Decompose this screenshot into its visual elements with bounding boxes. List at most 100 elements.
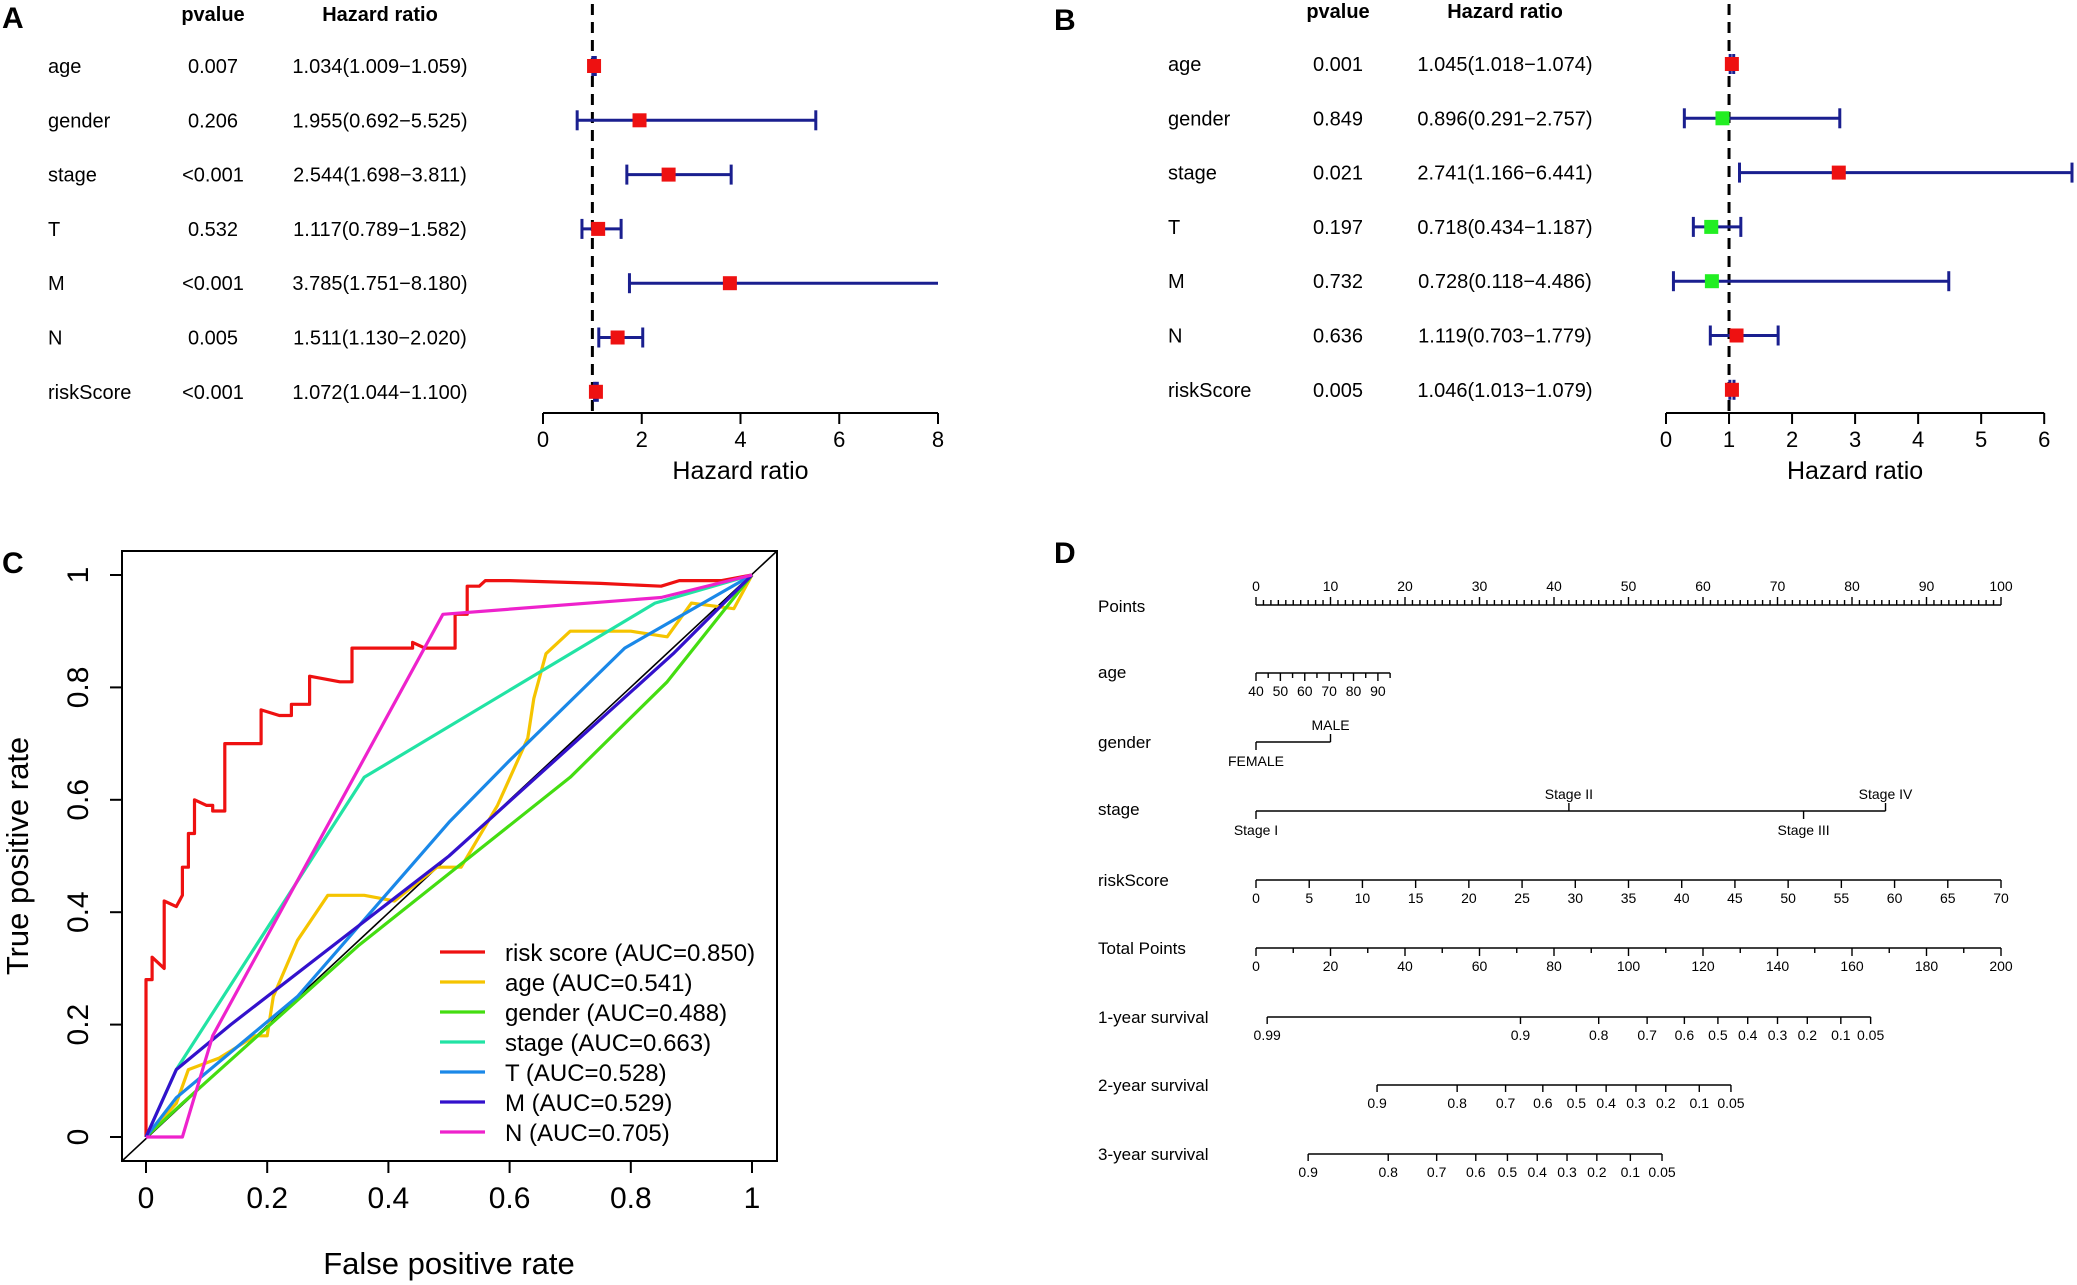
row-label-m: M xyxy=(1168,271,1185,293)
roc-series-6 xyxy=(144,573,754,1138)
nomogram-tick-label-riskscore-10: 10 xyxy=(1355,890,1371,906)
nomogram-tick-label-3-year-survival-5: 0.4 xyxy=(1528,1164,1548,1180)
p-value-age: 0.007 xyxy=(188,56,238,78)
hr-text-age: 1.045(1.018−1.074) xyxy=(1417,54,1592,76)
nomogram-tick-label-3-year-survival-8: 0.1 xyxy=(1621,1164,1641,1180)
nomogram-tick-label-riskscore-50: 50 xyxy=(1780,890,1796,906)
nomogram-tick-label-total-points-140: 140 xyxy=(1766,958,1790,974)
panel-label-c: C xyxy=(2,547,24,580)
roc-x-tick-label-1: 0.2 xyxy=(246,1182,288,1215)
hr-point-t xyxy=(1704,219,1719,234)
x-tick-label-3: 3 xyxy=(1849,427,1861,452)
nomogram-tick-label-3-year-survival-0: 0.9 xyxy=(1298,1164,1318,1180)
nomogram-tick-label-riskscore-55: 55 xyxy=(1834,890,1850,906)
nomogram-label-stage: stage xyxy=(1098,800,1140,819)
p-value-t: 0.532 xyxy=(188,219,238,241)
nomogram-label-gender: gender xyxy=(1098,733,1151,752)
nomogram-tick-label-1-year-survival-7: 0.3 xyxy=(1768,1027,1788,1043)
nomogram-tick-label-2-year-survival-0: 0.9 xyxy=(1367,1095,1387,1111)
nomogram-tick-label-riskscore-30: 30 xyxy=(1567,890,1583,906)
nomogram-level-label-stage-1: Stage II xyxy=(1545,786,1593,802)
roc-y-tick-label-5: 1 xyxy=(62,567,95,584)
nomogram-tick-label-1-year-survival-2: 0.8 xyxy=(1589,1027,1609,1043)
row-label-n: N xyxy=(48,328,62,350)
row-label-t: T xyxy=(1168,217,1180,239)
nomogram-tick-label-2-year-survival-8: 0.1 xyxy=(1690,1095,1710,1111)
nomogram-tick-label-1-year-survival-0: 0.99 xyxy=(1254,1027,1281,1043)
nomogram-label-points: Points xyxy=(1098,597,1145,616)
hr-text-age: 1.034(1.009−1.059) xyxy=(292,56,467,78)
roc-series-3 xyxy=(144,574,754,1139)
hr-point-m xyxy=(1704,274,1719,289)
nomogram-tick-label-riskscore-65: 65 xyxy=(1940,890,1956,906)
nomogram-tick-label-1-year-survival-8: 0.2 xyxy=(1798,1027,1818,1043)
roc-x-axis-title: False positive rate xyxy=(323,1246,575,1281)
p-value-t: 0.197 xyxy=(1313,217,1363,239)
x-tick-label-6: 6 xyxy=(833,427,845,452)
x-tick-label-5: 5 xyxy=(1975,427,1987,452)
p-value-n: 0.005 xyxy=(188,328,238,350)
x-axis-title: Hazard ratio xyxy=(1787,457,1923,485)
nomogram-level-label-stage-2: Stage III xyxy=(1777,822,1829,838)
p-value-stage: 0.021 xyxy=(1313,163,1363,185)
roc-x-tick-label-3: 0.6 xyxy=(489,1182,531,1215)
roc-y-axis-title: True positive rate xyxy=(0,737,35,975)
p-value-riskscore: <0.001 xyxy=(182,382,244,404)
hr-text-riskscore: 1.046(1.013−1.079) xyxy=(1417,380,1592,402)
legend-label-1: risk score (AUC=0.850) xyxy=(505,940,755,967)
nomogram-tick-label-riskscore-45: 45 xyxy=(1727,890,1743,906)
nomogram-tick-label-age-40: 40 xyxy=(1248,683,1264,699)
hr-point-m xyxy=(722,276,737,291)
roc-y-tick-label-4: 0.8 xyxy=(62,667,95,709)
nomogram-tick-label-total-points-180: 180 xyxy=(1915,958,1939,974)
nomogram-tick-label-points-20: 20 xyxy=(1397,578,1413,594)
nomogram-tick-label-2-year-survival-6: 0.3 xyxy=(1626,1095,1646,1111)
p-value-stage: <0.001 xyxy=(182,165,244,187)
nomogram-tick-label-points-90: 90 xyxy=(1919,578,1935,594)
roc-y-tick-label-3: 0.6 xyxy=(62,779,95,821)
nomogram-tick-label-total-points-20: 20 xyxy=(1323,958,1339,974)
row-label-gender: gender xyxy=(48,110,111,132)
nomogram-tick-label-1-year-survival-5: 0.5 xyxy=(1708,1027,1728,1043)
nomogram-tick-label-riskscore-20: 20 xyxy=(1461,890,1477,906)
hr-point-gender xyxy=(1715,111,1730,126)
roc-x-tick-label-0: 0 xyxy=(138,1182,155,1215)
p-value-m: <0.001 xyxy=(182,273,244,295)
hr-point-stage xyxy=(1831,165,1846,180)
nomogram-tick-label-2-year-survival-5: 0.4 xyxy=(1596,1095,1616,1111)
row-label-n: N xyxy=(1168,326,1182,348)
nomogram-tick-label-points-60: 60 xyxy=(1695,578,1711,594)
pvalue-header: pvalue xyxy=(1306,1,1369,23)
row-label-stage: stage xyxy=(48,165,97,187)
nomogram-tick-label-total-points-60: 60 xyxy=(1472,958,1488,974)
nomogram-tick-label-1-year-survival-4: 0.6 xyxy=(1675,1027,1695,1043)
row-label-age: age xyxy=(48,56,81,78)
nomogram-tick-label-riskscore-0: 0 xyxy=(1252,890,1260,906)
legend-label-3: gender (AUC=0.488) xyxy=(505,1000,727,1027)
hazard-ratio-header: Hazard ratio xyxy=(1447,1,1563,23)
nomogram-label-3-year-survival: 3-year survival xyxy=(1098,1145,1209,1164)
nomogram-tick-label-2-year-survival-7: 0.2 xyxy=(1656,1095,1676,1111)
nomogram-tick-label-total-points-200: 200 xyxy=(1989,958,2013,974)
p-value-age: 0.001 xyxy=(1313,54,1363,76)
nomogram-level-label-gender-1: MALE xyxy=(1311,717,1349,733)
hr-text-t: 0.718(0.434−1.187) xyxy=(1417,217,1592,239)
panel-label-d: D xyxy=(1054,537,1076,570)
hr-point-n xyxy=(610,330,625,345)
nomogram-level-label-stage-0: Stage I xyxy=(1234,822,1278,838)
nomogram-tick-label-age-70: 70 xyxy=(1321,683,1337,699)
x-axis-title: Hazard ratio xyxy=(672,457,808,485)
nomogram-tick-label-1-year-survival-3: 0.7 xyxy=(1637,1027,1657,1043)
hr-text-t: 1.117(0.789−1.582) xyxy=(293,219,467,241)
hr-text-m: 0.728(0.118−4.486) xyxy=(1418,271,1592,293)
nomogram-tick-label-3-year-survival-3: 0.6 xyxy=(1466,1164,1486,1180)
hr-text-gender: 0.896(0.291−2.757) xyxy=(1417,108,1592,130)
roc-plot-frame xyxy=(121,550,778,1162)
hr-text-n: 1.511(1.130−2.020) xyxy=(293,328,467,350)
p-value-m: 0.732 xyxy=(1313,271,1363,293)
nomogram-tick-label-points-80: 80 xyxy=(1844,578,1860,594)
roc-x-tick-label-5: 1 xyxy=(744,1182,761,1215)
hr-point-t xyxy=(591,221,606,236)
